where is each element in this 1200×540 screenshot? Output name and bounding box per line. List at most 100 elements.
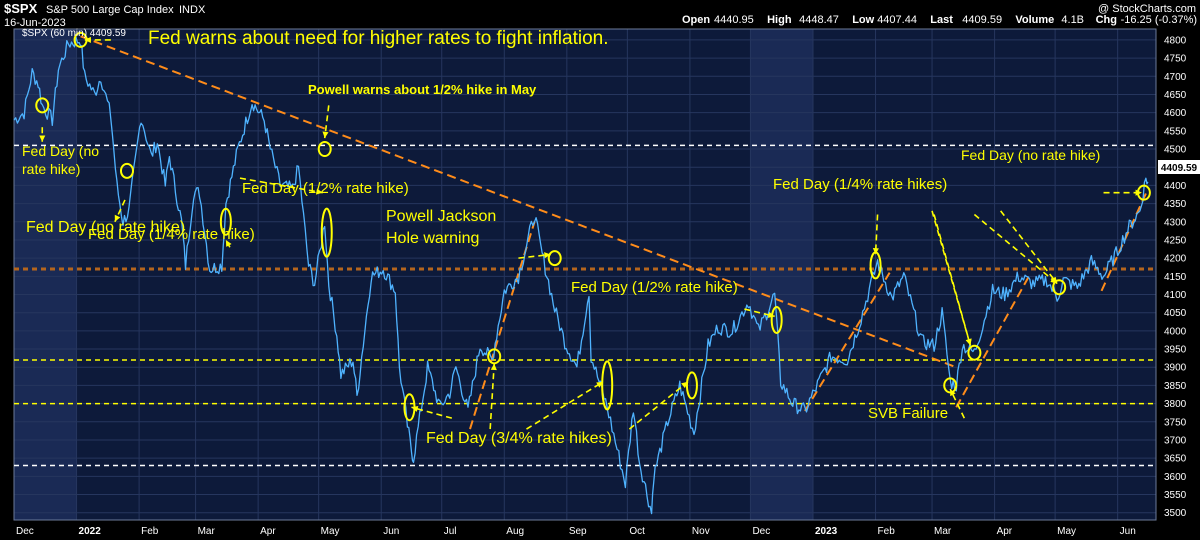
event-marker-10 [685,371,698,400]
stat-value-0: 4440.95 [714,14,754,26]
arrow-head-11 [767,311,775,318]
y-tick-3500: 3500 [1164,508,1187,519]
arrow-line-14 [931,210,972,346]
y-tick-4000: 4000 [1164,326,1187,337]
y-tick-4150: 4150 [1164,272,1187,283]
trendline-0 [80,35,957,369]
watermark: @ StockCharts.com [1098,3,1196,15]
annotation-fed-day-half-hike-1: Fed Day (1/2% rate hike) [242,180,409,197]
shaded-range-0 [14,29,77,520]
y-tick-4750: 4750 [1164,54,1187,65]
last-price-tag: 4409.59 [1158,160,1200,174]
y-tick-3850: 3850 [1164,381,1187,392]
y-tick-4350: 4350 [1164,199,1187,210]
y-tick-4500: 4500 [1164,145,1187,156]
plot-background [14,29,1156,520]
arrow-head-18 [1135,189,1142,196]
arrow-head-4 [322,131,329,139]
arrow-line-13 [933,214,972,346]
event-marker-13 [943,377,958,394]
stat-label-0: Open [682,14,710,26]
annotation-svb-failure: SVB Failure [868,405,948,422]
arrow-line-10 [628,381,689,430]
x-label-16: Apr [997,526,1013,537]
arrow-line-16 [973,213,1058,285]
annotation-arrows [39,36,1142,430]
y-tick-3800: 3800 [1164,399,1187,410]
x-label-12: Dec [752,526,770,537]
arrow-line-6 [411,406,453,419]
stat-value-1: 4448.47 [799,14,839,26]
arrow-line-17 [1000,210,1058,285]
arrow-head-6 [411,405,419,412]
y-axis: 3500 3550 3600 3650 3700 3750 3800 3850 3900 3950… [1164,35,1187,519]
last-price-value: 4409.59 [1161,163,1198,174]
y-tick-4700: 4700 [1164,72,1187,83]
arrow-head-3 [225,239,232,247]
stat-value-3: 4409.59 [962,14,1002,26]
ann-multi-1-line-0: Fed Day (no [22,143,99,159]
stat-value-5: -16.25 (-0.37%) [1121,14,1197,26]
arrow-head-9 [596,381,604,388]
arrow-line-8 [518,253,551,259]
plot-area [14,29,1156,520]
annotation-jackson-hole: Powell Jackson Hole warning [386,208,496,247]
stat-label-5: Chg [1096,14,1117,26]
trendline-4 [1100,188,1149,292]
stat-value-2: 4407.44 [877,14,917,26]
event-marker-15 [1052,279,1067,296]
ann-multi-2-line-0: Powell Jackson [386,208,496,225]
arrow-head-17 [1050,276,1058,284]
y-tick-3900: 3900 [1164,363,1187,374]
event-marker-0 [35,97,50,114]
chart-header: $SPX S&P 500 Large Cap Index INDX 16-Jun… [4,1,1197,39]
ohlc-stats: Open 4440.95 High 4448.47 Low 4407.44 Last 4409… [682,14,1197,26]
event-marker-4 [317,141,332,158]
last-price-box [1158,160,1200,174]
arrow-line-12 [874,214,879,255]
arrow-head-15 [950,389,956,397]
x-label-0: Dec [16,526,34,537]
x-label-4: Apr [260,526,276,537]
arrow-head-0 [84,36,91,43]
arrow-line-15 [949,388,966,419]
y-tick-4800: 4800 [1164,35,1187,46]
event-marker-5 [320,207,333,258]
x-label-11: Nov [692,526,710,537]
x-label-5: May [321,526,340,537]
arrow-line-9 [526,381,604,430]
trendline-3 [955,275,1030,408]
x-label-2: Feb [141,526,159,537]
event-marker-11 [770,305,783,334]
stat-value-4: 4.1B [1061,14,1084,26]
x-label-7: Jul [444,526,457,537]
y-tick-4300: 4300 [1164,217,1187,228]
x-axis: Dec 2022 Feb Mar Apr May Jun Jul Aug Sep Oct Nov Dec… [16,526,1136,537]
y-tick-3600: 3600 [1164,472,1187,483]
arrow-line-4 [323,105,330,139]
x-label-13: 2023 [815,526,838,537]
ann-multi-1-line-1: rate hike) [22,161,80,177]
y-tick-3950: 3950 [1164,345,1187,356]
y-tick-4550: 4550 [1164,126,1187,137]
arrow-head-12 [872,248,879,255]
plot-frame [13,28,1157,521]
arrow-line-5 [239,177,323,194]
y-tick-4100: 4100 [1164,290,1187,301]
arrow-head-8 [544,252,551,259]
x-label-3: Mar [198,526,216,537]
y-tick-4400: 4400 [1164,181,1187,192]
annotation-fed-day-quarter-hikes: Fed Day (1/4% rate hikes) [773,176,947,193]
annotation-powell-may: Powell warns about 1/2% hike in May [308,82,537,97]
gridlines [13,28,1157,521]
x-label-17: May [1057,526,1076,537]
y-tick-3750: 3750 [1164,417,1187,428]
annotations: Fed warns about need for higher rates to… [22,28,1100,447]
annotation-fed-day-no-hike-1: Fed Day (no rate hike) [22,143,99,177]
annotation-fed-day-half-hike-2: Fed Day (1/2% rate hike) [571,279,738,296]
horizontal-levels [14,144,1156,467]
series-legend: $SPX (60 min) 4409.59 [22,28,126,39]
trendline-1 [469,221,536,430]
date-label: 16-Jun-2023 [4,17,66,29]
